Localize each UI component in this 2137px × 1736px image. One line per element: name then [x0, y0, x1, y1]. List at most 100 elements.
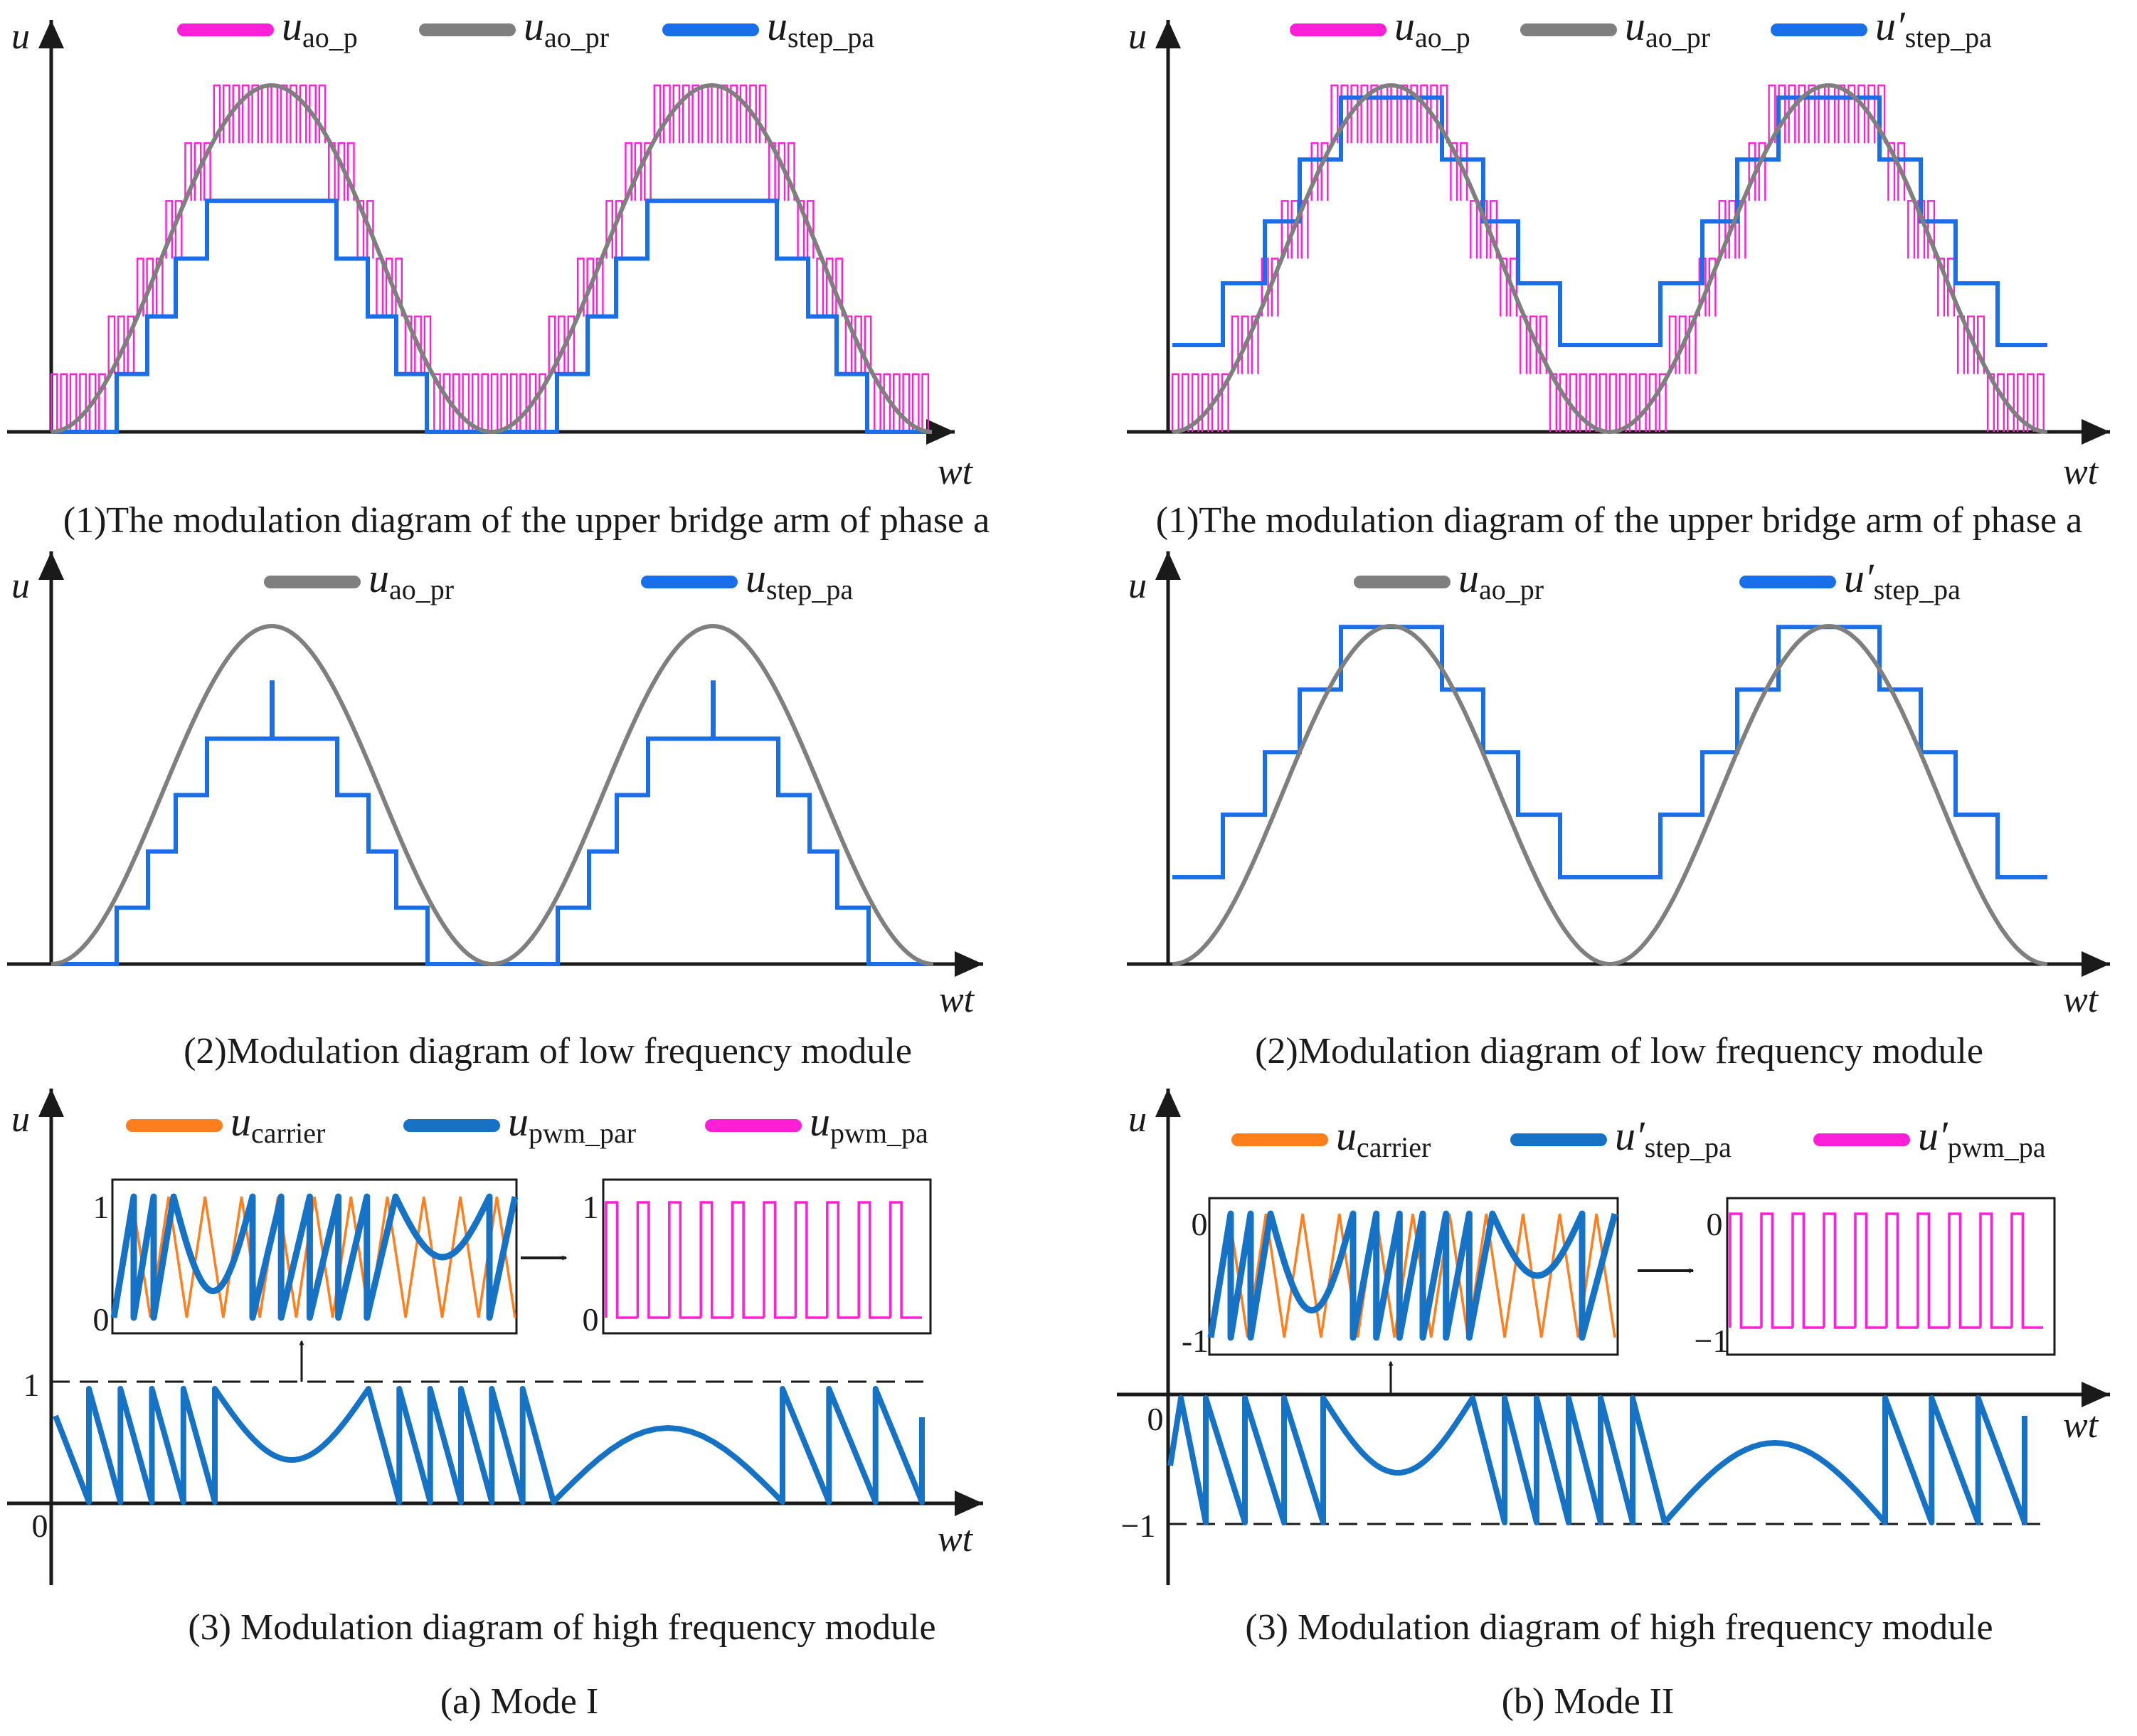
y-tick-high: 1: [23, 1367, 40, 1403]
pwm-tick-high: 1: [583, 1189, 599, 1225]
panel-caption: (1)The modulation diagram of the upper b…: [63, 500, 990, 541]
axes: [1127, 551, 2110, 977]
inset-tick-high: 1: [93, 1189, 110, 1225]
legend-label: ucarrier: [230, 1099, 325, 1149]
step-series: [1172, 625, 2047, 879]
legend-entry: u′step_pa: [1510, 1113, 1732, 1163]
x-axis-label: wt: [2063, 452, 2099, 492]
curves: [1171, 83, 2048, 435]
x-axis-label: wt: [2063, 980, 2099, 1020]
main-waveform: [53, 1386, 925, 1505]
y-axis-label: u: [11, 566, 30, 606]
y-axis-label: u: [1128, 16, 1147, 57]
y-tick-low: 0: [32, 1508, 48, 1544]
legend-label: u′step_pa: [1615, 1113, 1732, 1163]
pwm-tick-high: 0: [1707, 1206, 1723, 1242]
legend: ucarrier upwm_par upwm_pa: [126, 1099, 928, 1149]
pwm-tick-low: −1: [1695, 1323, 1729, 1359]
step-series: [1172, 95, 2047, 347]
legend-label: u′step_pa: [1875, 3, 1992, 53]
curves: [51, 623, 934, 967]
mode-b-caption: (b) Mode II: [1502, 1681, 1675, 1722]
pwm-reference-series: [1167, 1395, 2027, 1525]
curves: [50, 83, 933, 435]
legend-entry: ustep_pa: [662, 3, 874, 53]
legend-label: u′step_pa: [1844, 555, 1961, 605]
inset-tick-low: -1: [1182, 1323, 1209, 1359]
carrier-series: [1209, 1213, 1616, 1338]
legend-entry: uao_pr: [264, 555, 454, 605]
inset-tick-low: 0: [93, 1301, 110, 1338]
legend-entry: ustep_pa: [641, 555, 853, 605]
legend-entry: ucarrier: [126, 1099, 325, 1149]
pwm-reference-series: [1207, 1210, 1618, 1341]
step-series: [51, 680, 933, 966]
mode-a-panel-3: u wt 1 0 ucarrier upwm_par upwm_pa 1 0 1 0…: [7, 1089, 983, 1648]
legend-entry: uao_pr: [1520, 3, 1710, 53]
reference-series: [1172, 83, 2048, 435]
legend: uao_pr u′step_pa: [1354, 555, 1961, 605]
mode-a-panel-2: u wt uao_pr ustep_pa (2)Modulation diagra…: [7, 551, 983, 1071]
legend-label: uao_p: [1394, 3, 1470, 53]
pwm-tick-low: 0: [583, 1301, 599, 1338]
legend-label: ucarrier: [1336, 1113, 1431, 1163]
x-axis-label: wt: [938, 452, 974, 492]
legend-label: uao_p: [282, 3, 358, 53]
legend-entry: upwm_par: [403, 1099, 636, 1149]
pwm-series: [50, 84, 930, 432]
legend-label: u′pwm_pa: [1918, 1113, 2046, 1163]
legend-label: uao_pr: [368, 555, 454, 605]
mode-a-caption: (a) Mode I: [440, 1681, 598, 1722]
y-axis-label: u: [11, 16, 30, 57]
legend: uao_p uao_pr u′step_pa: [1290, 3, 1992, 53]
pwm-series: [1171, 84, 2045, 432]
legend-entry: u′pwm_pa: [1813, 1113, 2046, 1163]
legend-label: ustep_pa: [746, 555, 853, 605]
axes: [7, 1089, 983, 1585]
y-tick-high: 0: [1147, 1401, 1164, 1437]
mode-b-panel-2: u wt uao_pr u′step_pa (2)Modulation diagr…: [1127, 551, 2110, 1071]
legend-entry: uao_p: [1290, 3, 1470, 53]
pwm-output-series: [605, 1201, 922, 1319]
legend-label: uao_pr: [1458, 555, 1544, 605]
reference-series: [1172, 623, 2048, 967]
panel-caption: (2)Modulation diagram of low frequency m…: [184, 1031, 912, 1071]
curves: [1172, 623, 2048, 967]
x-axis-label: wt: [939, 980, 975, 1020]
carrier-series: [112, 1196, 516, 1318]
mode-b-panel-1: u wt uao_p uao_pr u′step_pa (1)The modulat…: [1127, 3, 2110, 541]
pwm-inset: 0 −1: [1695, 1197, 2056, 1359]
pwm-inset: 1 0: [583, 1178, 932, 1338]
axes: [1127, 20, 2110, 445]
legend-label: uao_pr: [1625, 3, 1710, 53]
legend-entry: uao_pr: [1354, 555, 1544, 605]
carrier-inset: 1 0: [93, 1178, 519, 1338]
legend-entry: uao_p: [177, 3, 358, 53]
legend-entry: u′step_pa: [1739, 555, 1961, 605]
inset-arrows: [299, 1255, 568, 1382]
reference-series: [51, 623, 934, 967]
pwm-output-series: [1729, 1212, 2043, 1329]
legend: ucarrier u′step_pa u′pwm_pa: [1231, 1113, 2046, 1163]
legend-label: uao_pr: [524, 3, 609, 53]
carrier-inset: 0 -1: [1182, 1197, 1619, 1359]
legend-label: upwm_pa: [810, 1099, 928, 1149]
legend-entry: u′step_pa: [1771, 3, 1992, 53]
legend-label: ustep_pa: [767, 3, 874, 53]
axes: [1117, 1089, 2110, 1585]
legend: uao_p uao_pr ustep_pa: [177, 3, 874, 53]
y-axis-label: u: [11, 1099, 30, 1140]
y-axis-label: u: [1128, 1099, 1147, 1140]
legend-entry: uao_pr: [419, 3, 609, 53]
panel-caption: (1)The modulation diagram of the upper b…: [1156, 500, 2082, 541]
pwm-reference-series: [53, 1386, 925, 1505]
panel-caption: (3) Modulation diagram of high frequency…: [188, 1607, 935, 1648]
axes: [7, 551, 983, 977]
pwm-reference-series: [110, 1193, 519, 1321]
legend: uao_pr ustep_pa: [264, 555, 853, 605]
mode-a-panel-1: u wt uao_p uao_pr ustep_pa (1)The modulati…: [7, 3, 990, 541]
inset-tick-high: 0: [1192, 1206, 1208, 1242]
legend-entry: upwm_pa: [705, 1099, 928, 1149]
panel-caption: (3) Modulation diagram of high frequency…: [1245, 1607, 1993, 1648]
inset-arrows: [1388, 1268, 1695, 1394]
